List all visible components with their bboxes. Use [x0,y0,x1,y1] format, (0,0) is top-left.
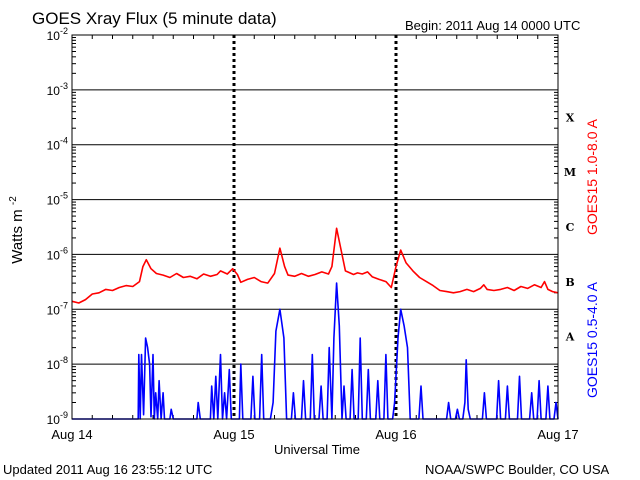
y-axis-title-exp: -2 [8,196,19,205]
x-tick-label: Aug 16 [375,427,416,442]
y-tick-exp: -3 [60,81,68,91]
y-axis-labels: 10-910-810-710-610-510-410-310-2 [47,26,68,427]
updated-timestamp: Updated 2011 Aug 16 23:55:12 UTC [3,462,212,477]
y-tick-exp: -4 [60,136,68,146]
chart-title: GOES Xray Flux (5 minute data) [32,9,277,28]
legend-series-short: GOES15 0.5-4.0 A [584,281,600,398]
y-tick-label: 10-9 [47,410,68,427]
y-tick-base: 10 [47,248,61,262]
y-tick-base: 10 [47,29,61,43]
y-tick-label: 10-2 [47,26,68,43]
flare-class-c: C [566,221,575,234]
x-tick-label: Aug 17 [537,427,578,442]
flare-class-a: A [565,331,575,344]
x-axis-title: Universal Time [274,442,360,457]
y-tick-base: 10 [47,358,61,372]
flare-class-x: X [566,111,575,124]
y-tick-base: 10 [47,303,61,317]
legend-series-long: GOES15 1.0-8.0 A [584,118,600,235]
credit-label: NOAA/SWPC Boulder, CO USA [425,462,610,477]
plot-frame [71,34,559,420]
y-tick-base: 10 [47,194,61,208]
y-tick-base: 10 [47,84,61,98]
series-line-long-wavelength [71,227,559,304]
y-tick-exp: -8 [60,355,68,365]
y-tick-exp: -2 [60,26,68,36]
y-tick-label: 10-8 [47,355,68,372]
y-tick-exp: -9 [60,410,68,420]
y-tick-label: 10-6 [47,245,68,262]
y-tick-exp: -6 [60,245,68,255]
y-tick-exp: -5 [60,191,68,201]
plot-area [71,227,559,420]
y-tick-label: 10-4 [47,136,68,153]
flare-class-labels: A B C M X [564,111,576,343]
x-axis-labels: Aug 14 Aug 15 Aug 16 Aug 17 [51,427,578,442]
flare-class-b: B [565,276,574,289]
y-tick-exp: -7 [60,300,68,310]
y-tick-base: 10 [47,413,61,427]
y-tick-label: 10-5 [47,191,68,208]
flare-class-m: M [564,166,576,179]
y-tick-label: 10-3 [47,81,68,98]
series-line-short-wavelength [72,282,559,420]
y-tick-label: 10-7 [47,300,68,317]
y-axis-title: Watts m -2 [8,196,26,264]
y-axis-title-base: Watts m [9,209,26,263]
x-tick-label: Aug 15 [213,427,254,442]
begin-label: Begin: 2011 Aug 14 0000 UTC [405,18,580,33]
y-tick-base: 10 [47,139,61,153]
x-tick-label: Aug 14 [51,427,92,442]
